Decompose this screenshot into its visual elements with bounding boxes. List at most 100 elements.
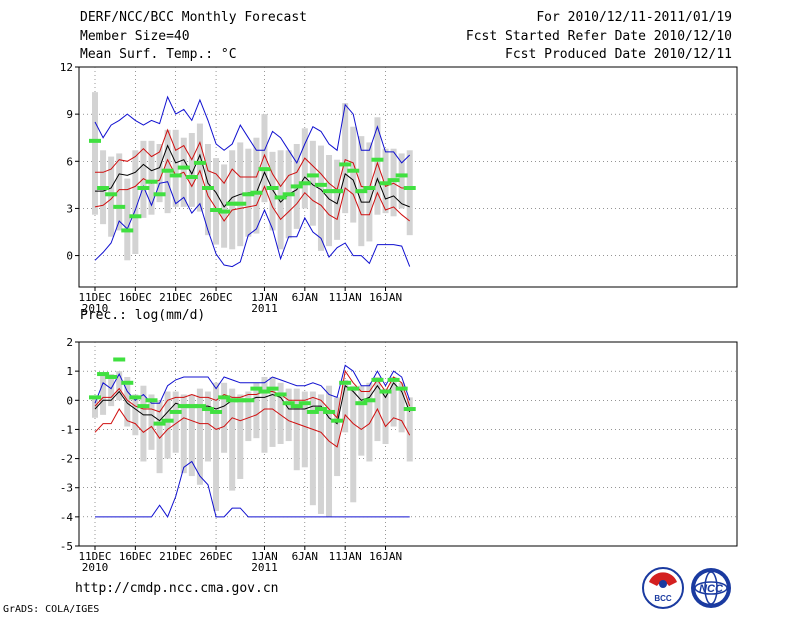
obs-marker — [193, 160, 206, 165]
obs-marker — [355, 401, 368, 406]
variable-label-prec: Prec.: log(mm/d) — [80, 308, 206, 323]
x-tick-year: 2010 — [82, 561, 109, 574]
obs-marker — [306, 173, 319, 178]
x-tick-label: 16JAN — [369, 550, 402, 563]
obs-marker — [331, 418, 344, 423]
spread-bar — [317, 394, 324, 514]
spread-bar — [301, 391, 308, 468]
source-url[interactable]: http://cmdp.ncc.cma.gov.cn — [75, 581, 279, 596]
obs-marker — [145, 398, 158, 403]
obs-marker — [89, 395, 101, 400]
obs-marker — [339, 380, 352, 385]
spread-bar — [188, 133, 195, 207]
obs-marker — [177, 404, 190, 409]
spread-bar — [229, 150, 236, 250]
spread-bar — [334, 397, 341, 477]
spread-bar — [156, 400, 163, 474]
spread-bar — [92, 397, 98, 418]
spread-bar — [277, 150, 284, 250]
y-tick-label: 1 — [66, 365, 73, 378]
grads-credit: GrADS: COLA/IGES — [3, 604, 100, 615]
spread-bar — [366, 142, 373, 242]
spread-bar — [100, 374, 107, 415]
spread-bar — [124, 178, 131, 261]
spread-bar — [164, 391, 171, 459]
spread-bar — [261, 376, 268, 453]
spread-bar — [285, 388, 292, 442]
spread-bar — [293, 388, 300, 471]
obs-marker — [323, 189, 336, 194]
obs-marker — [97, 372, 110, 377]
obs-marker — [201, 186, 214, 190]
obs-marker — [218, 395, 231, 400]
obs-marker — [371, 377, 384, 382]
obs-marker — [161, 418, 174, 423]
obs-marker — [290, 184, 303, 189]
x-tick-label: 16DEC — [119, 550, 152, 563]
spread-bar — [148, 394, 155, 450]
spread-bar — [204, 391, 211, 462]
start-date: Fcst Started Refer Date 2010/12/10 — [465, 29, 732, 44]
obs-marker — [226, 398, 239, 403]
obs-marker — [121, 380, 134, 385]
y-tick-label: 0 — [66, 250, 73, 263]
x-tick-label: 26DEC — [199, 550, 232, 563]
spread-bar — [390, 376, 397, 427]
spread-bar — [382, 388, 389, 444]
variable-label-temp: Mean Surf. Temp.: °C — [80, 47, 237, 62]
spread-bar — [382, 148, 389, 214]
x-tick-label: 21DEC — [159, 550, 192, 563]
y-tick-label: -2 — [60, 453, 73, 466]
obs-marker — [113, 357, 126, 362]
x-tick-label: 11DEC — [78, 550, 111, 563]
spread-bar — [334, 159, 341, 240]
obs-marker — [161, 168, 174, 173]
spread-bar — [108, 156, 115, 237]
ncc-logo: NCC — [691, 568, 731, 608]
obs-marker — [177, 165, 190, 170]
obs-marker — [234, 398, 247, 403]
obs-marker — [89, 138, 101, 143]
bcc-logo: BCC — [642, 567, 684, 609]
series-line-min — [95, 460, 410, 518]
spread-bar — [317, 145, 324, 251]
spread-bar — [358, 385, 365, 456]
obs-marker — [113, 204, 126, 209]
spread-bar — [326, 385, 333, 517]
obs-marker — [226, 201, 239, 206]
obs-marker — [137, 186, 150, 190]
obs-marker — [314, 407, 327, 412]
y-tick-label: -1 — [60, 423, 73, 436]
obs-marker — [97, 186, 110, 190]
obs-marker — [347, 386, 360, 391]
chart-title: DERF/NCC/BCC Monthly Forecast — [80, 10, 307, 25]
obs-marker — [323, 409, 336, 414]
obs-marker — [185, 175, 198, 179]
obs-marker — [355, 189, 368, 194]
obs-marker — [258, 389, 271, 394]
spread-bar — [108, 374, 115, 407]
obs-marker — [153, 192, 166, 197]
obs-marker — [105, 192, 118, 197]
member-size: Member Size=40 — [80, 29, 190, 44]
obs-marker — [266, 186, 279, 190]
y-tick-label: 12 — [60, 61, 73, 74]
spread-bar — [374, 117, 381, 215]
x-tick-year: 2011 — [251, 561, 278, 574]
x-tick-label: 21DEC — [159, 291, 192, 304]
spread-bar — [406, 397, 413, 462]
obs-marker — [105, 374, 118, 379]
obs-marker — [266, 386, 279, 391]
obs-marker — [169, 173, 182, 178]
obs-marker — [363, 186, 376, 190]
obs-marker — [185, 404, 198, 409]
y-tick-label: 0 — [66, 394, 73, 407]
spread-bar — [116, 371, 123, 401]
obs-marker — [403, 407, 416, 412]
obs-marker — [218, 209, 231, 214]
x-tick-label: 11JAN — [329, 550, 362, 563]
obs-marker — [379, 181, 392, 186]
spread-bar — [221, 382, 228, 453]
obs-marker — [210, 409, 223, 414]
